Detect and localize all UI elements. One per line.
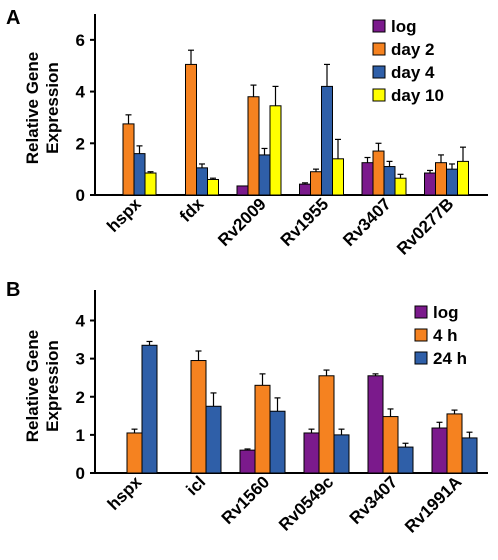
a-bar-3-2 — [247, 96, 260, 196]
a-y-tick-label: 6 — [76, 31, 85, 50]
b-legend-label: log — [433, 303, 459, 322]
panel-b-bars: hspx icl Rv1560 Rv0549c Rv3407 Rv1991A — [104, 340, 478, 537]
a-bar-3-4 — [269, 105, 282, 196]
b-bar-2-3 — [205, 405, 222, 474]
b-bar-4-3 — [333, 434, 350, 474]
b-bar-3-1 — [239, 449, 256, 474]
a-bar-2-1 — [174, 193, 186, 196]
a-bar-5-2 — [372, 150, 385, 196]
panel-a-ylabel-line2: Expression — [43, 62, 62, 154]
a-bar-2-3 — [196, 167, 208, 196]
a-bar-6-4 — [457, 160, 469, 196]
b-y-tick-label: 4 — [76, 312, 86, 331]
b-bar-3-3 — [269, 410, 286, 474]
a-bar-3-3 — [258, 154, 271, 196]
a-bar-5-3 — [383, 166, 396, 196]
b-category-label: hspx — [104, 472, 146, 514]
a-category-label: Rv0277B — [393, 194, 457, 258]
b-bar-6-1 — [431, 427, 448, 474]
panel-b-legend: log 4 h 24 h — [414, 303, 467, 368]
b-category-label: Rv3407 — [346, 472, 402, 528]
panel-b-axis: 0 1 2 3 4 — [76, 290, 488, 483]
b-legend-swatch — [414, 328, 428, 342]
b-category-label: Rv1560 — [218, 472, 274, 528]
a-bar-4-1 — [299, 183, 311, 196]
a-bar-1-3 — [133, 153, 146, 196]
a-legend-label: day 2 — [391, 40, 434, 59]
a-category-label: fdx — [176, 194, 208, 226]
b-legend-label: 4 h — [433, 326, 458, 345]
a-bar-5-4 — [394, 177, 407, 196]
b-legend-swatch — [414, 305, 428, 319]
b-category-label: icl — [183, 472, 210, 499]
panel-a-letter: A — [6, 7, 20, 29]
b-category-label: Rv1991A — [401, 472, 465, 536]
b-bar-5-3 — [397, 446, 414, 474]
panel-a-ylabel-line1: Relative Gene — [23, 52, 42, 164]
panel-b-ylabel-line1: Relative Gene — [23, 330, 42, 442]
a-legend-label: log — [391, 17, 417, 36]
b-y-tick-label: 0 — [76, 464, 85, 483]
a-bar-2-2 — [185, 63, 197, 196]
panel-b: B Relative Gene Expression 0 1 2 3 4 hspx icl… — [6, 279, 488, 537]
a-bar-5-1 — [361, 162, 374, 196]
a-legend-swatch — [372, 65, 386, 79]
a-bar-2-4 — [207, 178, 219, 196]
a-category-label: hspx — [103, 194, 145, 236]
b-bar-1-3 — [141, 344, 158, 474]
a-category-label: Rv2009 — [214, 194, 270, 250]
a-y-tick-label: 2 — [76, 134, 85, 153]
a-bar-1-4 — [144, 172, 157, 196]
a-bar-6-1 — [424, 172, 436, 196]
a-y-tick-label: 4 — [76, 83, 86, 102]
a-category-label: Rv3407 — [339, 194, 395, 250]
a-bar-1-1 — [111, 193, 124, 196]
b-bar-4-2 — [318, 375, 335, 474]
b-category-label: Rv0549c — [275, 472, 337, 534]
b-legend-swatch — [414, 351, 428, 365]
panel-a-legend: log day 2 day 4 day 10 — [372, 17, 444, 105]
b-bar-4-1 — [303, 432, 320, 474]
a-bar-3-1 — [236, 185, 249, 196]
a-bar-1-2 — [122, 123, 135, 196]
a-legend-label: day 4 — [391, 63, 435, 82]
b-legend-label: 24 h — [433, 349, 467, 368]
panel-b-ylabel-line2: Expression — [43, 340, 62, 432]
a-legend-label: day 10 — [391, 86, 444, 105]
b-y-tick-label: 2 — [76, 388, 85, 407]
a-bar-4-4 — [332, 158, 344, 196]
b-bar-1-2 — [126, 432, 143, 474]
b-bar-6-3 — [461, 437, 478, 474]
b-bar-6-2 — [446, 413, 463, 474]
a-category-label: Rv1955 — [277, 194, 333, 250]
b-bar-5-1 — [367, 375, 384, 474]
a-bar-4-2 — [310, 171, 322, 196]
a-bar-6-2 — [435, 162, 447, 196]
b-bar-3-2 — [254, 384, 271, 474]
a-legend-swatch — [372, 42, 386, 56]
a-legend-swatch — [372, 19, 386, 33]
b-y-tick-label: 3 — [76, 350, 85, 369]
a-bar-4-3 — [321, 85, 333, 196]
a-y-tick-label: 0 — [76, 186, 85, 205]
a-legend-swatch — [372, 88, 386, 102]
a-bar-6-3 — [446, 168, 458, 196]
b-bar-5-2 — [382, 416, 399, 474]
panel-a-axis: 0 2 4 6 — [76, 14, 488, 205]
b-y-tick-label: 1 — [76, 426, 85, 445]
b-bar-2-2 — [190, 360, 207, 474]
panel-b-letter: B — [6, 279, 20, 301]
